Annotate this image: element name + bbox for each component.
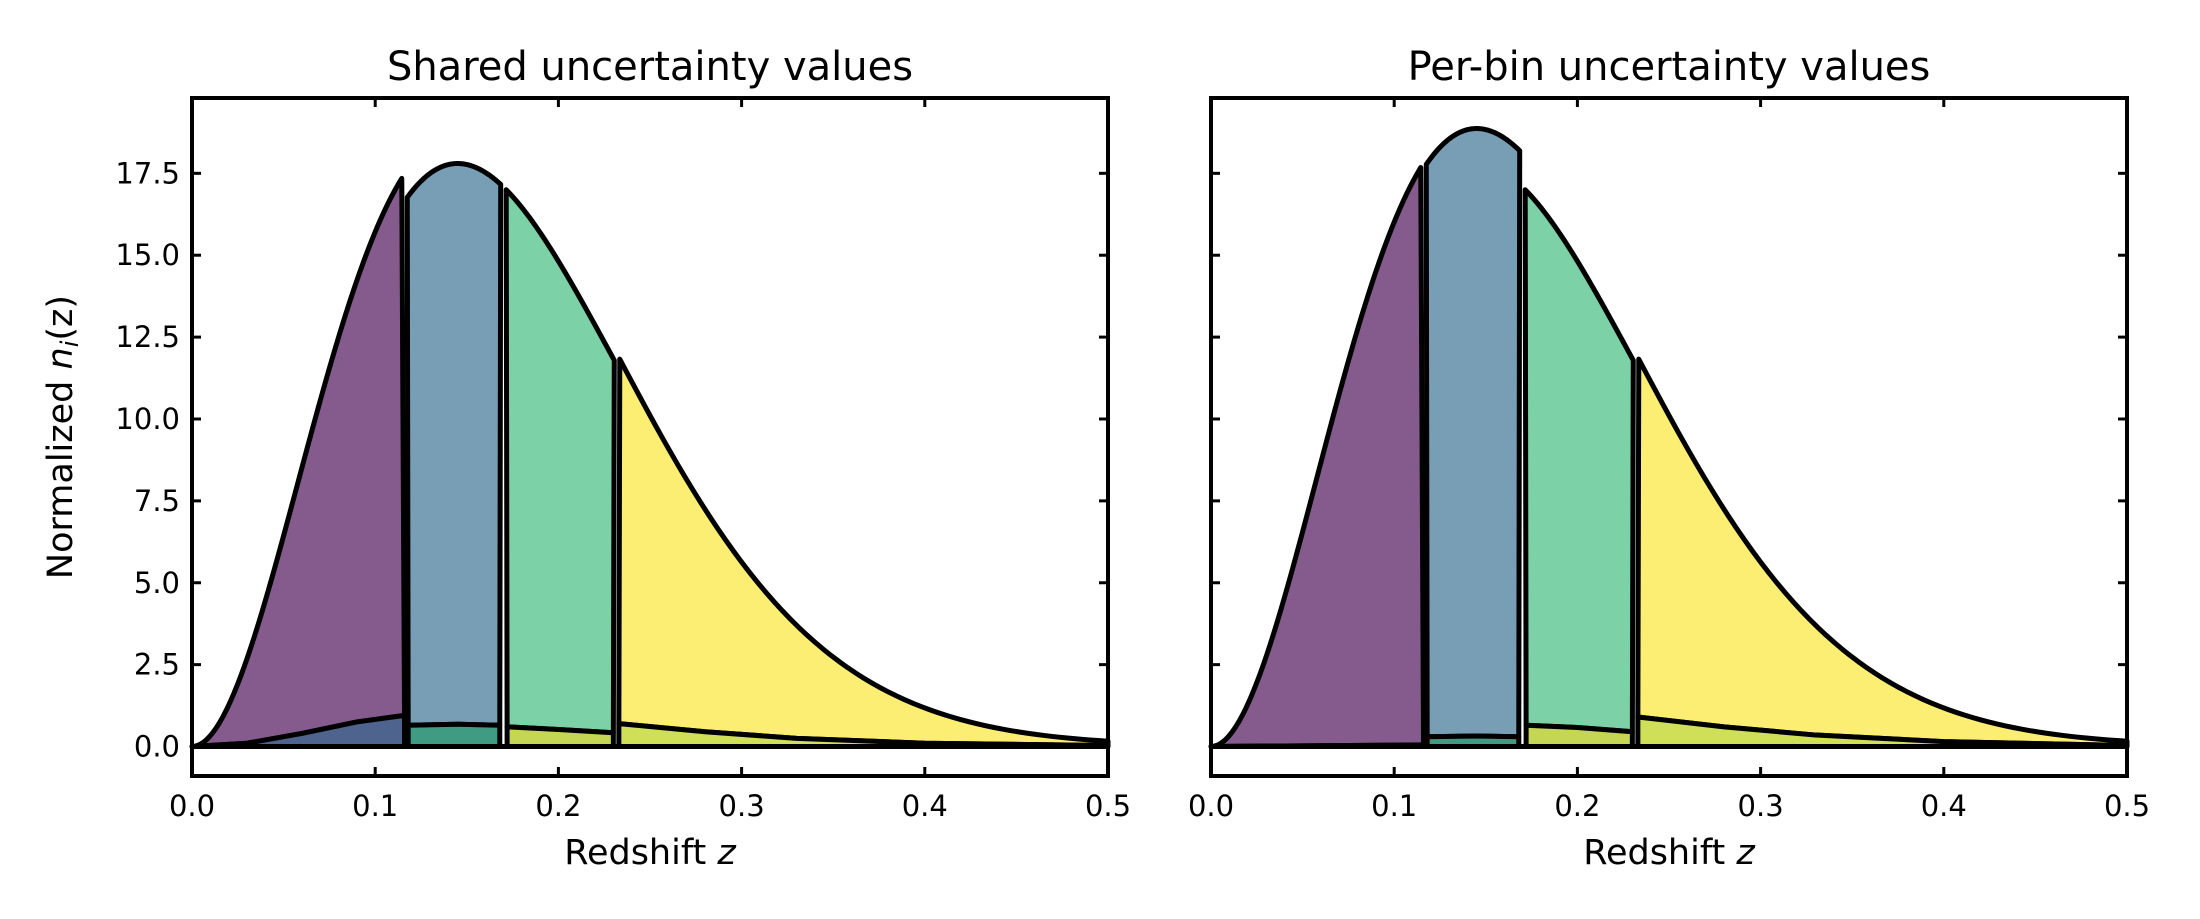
x-tick-label: 0.2: [1554, 789, 1600, 823]
y-tick-label: 17.5: [115, 156, 180, 190]
axes-frame: [1209, 96, 2129, 778]
y-tick-label: 7.5: [134, 484, 180, 518]
y-tick-label: 10.0: [115, 402, 180, 436]
panel-1: 0.0 0.1 0.2 0.3 0.4 0.5 0.0 2.5 5.0 7.5 10.0 12.5 15…: [41, 44, 1131, 873]
x-axis-label-var: z: [716, 833, 736, 873]
axes-frame: [190, 96, 1110, 778]
x-tick-label: 0.5: [2104, 789, 2150, 823]
bin-4-area: [1635, 356, 2130, 749]
y-tick-label: 5.0: [134, 566, 180, 600]
x-tick-label: 0.0: [1188, 789, 1234, 823]
x-tick-label: 0.4: [1921, 789, 1967, 823]
x-axis-label-text: Redshift: [1583, 833, 1736, 873]
x-tick-label: 0.1: [1371, 789, 1417, 823]
x-tick-label: 0.3: [719, 789, 765, 823]
x-tick-label: 0.1: [352, 789, 398, 823]
x-axis-label-text: Redshift: [564, 833, 717, 873]
x-tick-label: 0.5: [1085, 789, 1131, 823]
y-axis-label: Normalized ni(z): [41, 295, 84, 579]
bin-1-area: [189, 175, 408, 750]
bin-3-area: [503, 187, 617, 736]
bin-2-area: [1423, 126, 1523, 740]
x-tick-label: 0.3: [1738, 789, 1784, 823]
y-axis-label-tail: (z): [41, 295, 81, 341]
x-tick-label: 0.4: [902, 789, 948, 823]
bin-3-lower-band: [504, 724, 616, 750]
panel-2: 0.0 0.1 0.2 0.3 0.4 0.5 Per-bin uncertainty va…: [1188, 44, 2150, 873]
bin-2-area: [404, 161, 504, 728]
panel-title: Shared uncertainty values: [387, 44, 913, 90]
bin-3-lower-band: [1523, 722, 1635, 750]
y-tick-label: 15.0: [115, 238, 180, 272]
panel-title: Per-bin uncertainty values: [1408, 44, 1931, 90]
y-axis-label-sub: i: [56, 340, 84, 347]
bin-4-area: [616, 356, 1111, 749]
x-tick-label: 0.2: [535, 789, 581, 823]
y-axis-label-var: n: [41, 347, 81, 369]
x-tick-label: 0.0: [169, 789, 215, 823]
y-tick-label: 2.5: [134, 648, 180, 682]
bin-2-lower-band: [405, 721, 503, 750]
x-axis-label: Redshift z: [1583, 833, 1755, 873]
bin-3-area: [1522, 187, 1636, 735]
y-tick-label: 12.5: [115, 320, 180, 354]
y-tick-label: 0.0: [134, 730, 180, 764]
x-axis-label-var: z: [1735, 833, 1755, 873]
y-axis-label-main: Normalized: [41, 369, 81, 579]
bin-1-area: [1208, 165, 1427, 750]
x-axis-label: Redshift z: [564, 833, 736, 873]
